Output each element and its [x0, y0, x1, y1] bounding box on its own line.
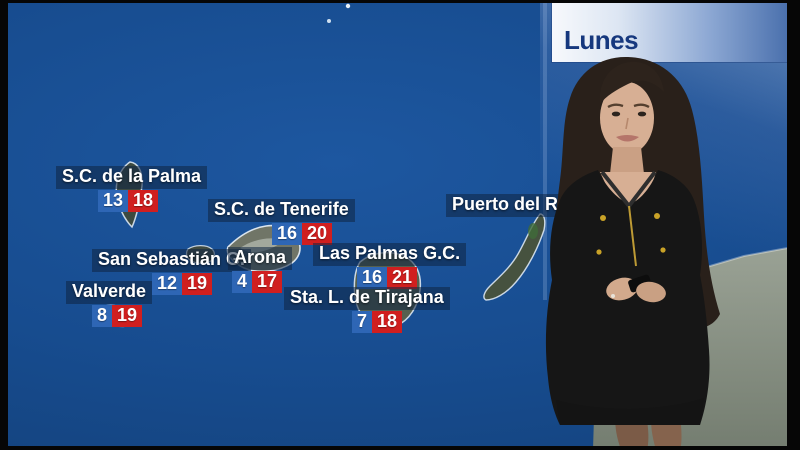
- location-label: S.C. de la Palma: [56, 166, 208, 189]
- temp-max-badge: 18: [372, 311, 403, 333]
- presenter-button: [600, 215, 606, 221]
- day-banner: Lunes: [552, 2, 788, 62]
- small-island-dot: [345, 3, 351, 9]
- temperature-pair: 12 19: [152, 273, 213, 295]
- temp-max-badge: 20: [302, 223, 333, 245]
- temp-min-badge: 4: [232, 271, 253, 293]
- temp-min-badge: 8: [92, 305, 113, 327]
- location-arona: Arona 4 17: [228, 247, 293, 293]
- temperature-pair: 16 20: [272, 223, 333, 245]
- presenter-skirt-hem: [556, 398, 704, 425]
- temp-max-badge: 19: [112, 305, 143, 327]
- temp-min-badge: 16: [357, 267, 388, 289]
- temp-min-badge: 13: [98, 190, 129, 212]
- temp-max-badge: 19: [182, 273, 213, 295]
- presenter-hand: [636, 281, 666, 303]
- presenter-eyebrow: [607, 103, 624, 109]
- temp-min-badge: 7: [352, 311, 373, 333]
- location-sta-l-de-tirajana: Sta. L. de Tirajana 7 18: [284, 287, 450, 333]
- location-sc-de-tenerife: S.C. de Tenerife 16 20: [208, 199, 355, 245]
- presenter-nose: [625, 117, 629, 130]
- frame-top: [0, 0, 800, 3]
- frame-right: [787, 0, 800, 450]
- temperature-pair: 13 18: [98, 190, 159, 212]
- presenter-zipper: [628, 205, 637, 267]
- location-valverde: Valverde 8 19: [66, 281, 153, 327]
- location-label: Puerto del Ro: [446, 194, 576, 217]
- presenter-button: [660, 247, 666, 253]
- small-island-dot: [327, 19, 331, 23]
- presenter-bangs: [599, 61, 664, 104]
- day-label: Lunes: [564, 25, 639, 55]
- temp-max-badge: 18: [128, 190, 159, 212]
- presenter-ring: [611, 294, 615, 298]
- presenter-eye: [611, 111, 621, 117]
- location-label: Valverde: [66, 281, 153, 304]
- backdrop-edge: [543, 0, 547, 300]
- temp-max-badge: 21: [387, 267, 418, 289]
- location-las-palmas-gc: Las Palmas G.C. 16 21: [313, 243, 467, 289]
- weather-presenter: [545, 56, 720, 450]
- presenter-eyebrow: [633, 103, 650, 109]
- temp-max-badge: 17: [252, 271, 283, 293]
- presenter-face: [600, 82, 654, 154]
- presenter-button: [654, 213, 660, 219]
- location-label: Las Palmas G.C.: [313, 243, 467, 266]
- presenter-lips: [616, 135, 639, 142]
- location-label: S.C. de Tenerife: [208, 199, 355, 222]
- frame-left: [0, 0, 8, 450]
- location-sc-de-la-palma: S.C. de la Palma 13 18: [56, 166, 208, 212]
- location-label: San Sebastián G.: [92, 249, 252, 272]
- temp-min-badge: 12: [152, 273, 183, 295]
- location-label: Arona: [228, 247, 293, 270]
- location-san-sebastian-g: San Sebastián G. 12 19: [92, 249, 252, 295]
- temperature-pair: 7 18: [352, 311, 403, 333]
- location-puerto-del-rosario: Puerto del Ro: [446, 194, 576, 217]
- temperature-pair: 16 21: [357, 267, 418, 289]
- presenter-eye: [637, 111, 647, 117]
- fuerteventura-green-patch: [528, 223, 538, 239]
- temperature-pair: 8 19: [92, 305, 143, 327]
- temp-min-badge: 16: [272, 223, 303, 245]
- frame-bottom: [0, 446, 800, 450]
- temperature-pair: 4 17: [232, 271, 283, 293]
- presenter-neck: [610, 147, 644, 174]
- location-label: Sta. L. de Tirajana: [284, 287, 450, 310]
- presenter-button: [596, 249, 602, 255]
